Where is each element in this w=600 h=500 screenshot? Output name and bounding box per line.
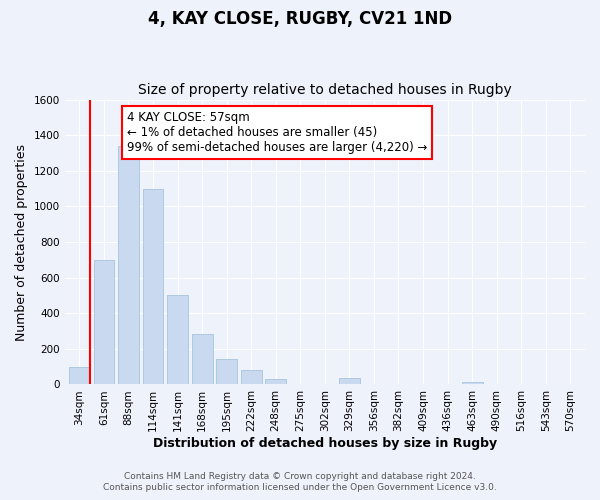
Bar [265,379,286,384]
Bar [118,146,139,384]
X-axis label: Distribution of detached houses by size in Rugby: Distribution of detached houses by size … [153,437,497,450]
Text: Contains HM Land Registry data © Crown copyright and database right 2024.
Contai: Contains HM Land Registry data © Crown c… [103,472,497,492]
Text: 4, KAY CLOSE, RUGBY, CV21 1ND: 4, KAY CLOSE, RUGBY, CV21 1ND [148,10,452,28]
Bar [339,378,360,384]
Bar [143,188,163,384]
Bar [216,358,237,384]
Bar [241,370,262,384]
Bar [191,334,212,384]
Y-axis label: Number of detached properties: Number of detached properties [15,144,28,340]
Bar [69,366,90,384]
Bar [167,296,188,384]
Bar [94,260,115,384]
Title: Size of property relative to detached houses in Rugby: Size of property relative to detached ho… [138,83,512,97]
Bar [461,382,482,384]
Text: 4 KAY CLOSE: 57sqm
← 1% of detached houses are smaller (45)
99% of semi-detached: 4 KAY CLOSE: 57sqm ← 1% of detached hous… [127,111,427,154]
